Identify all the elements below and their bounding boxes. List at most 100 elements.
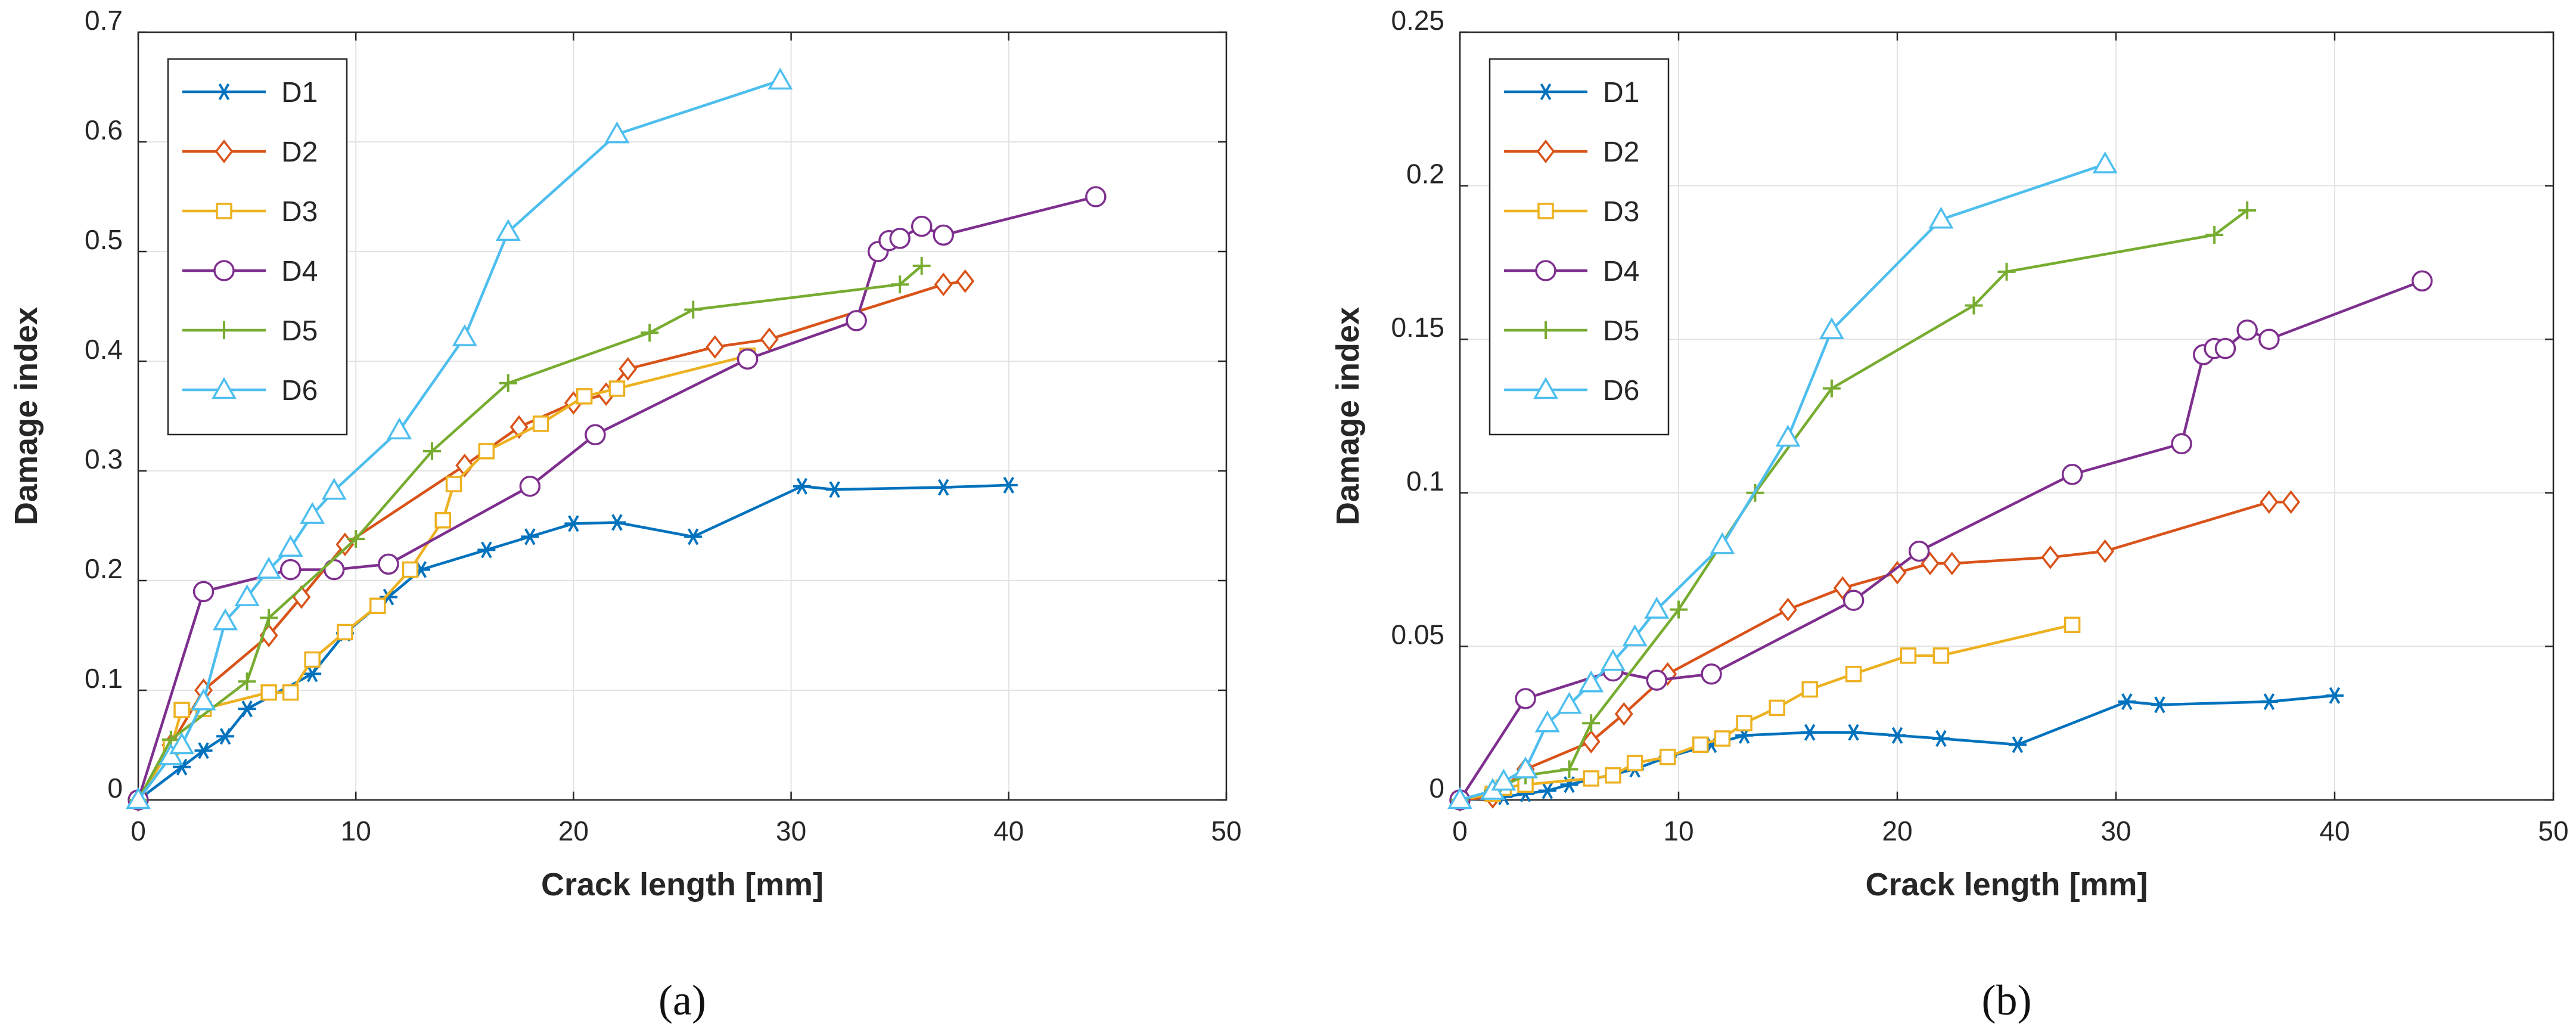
panel-b-series-d1-point <box>1538 782 1556 799</box>
panel-a-series-d3-point <box>173 702 190 718</box>
panel-b-series-d2-point <box>2260 490 2279 514</box>
panel-a-series-d5 <box>129 256 931 809</box>
panel-a-ytick-label: 0.1 <box>85 663 123 694</box>
panel-b-ytick-label: 0 <box>1429 773 1444 804</box>
panel-b-series-d6-point <box>1928 206 1954 229</box>
panel-a-series-d1-point <box>216 728 235 745</box>
panel-a-series-d4-point <box>585 424 606 446</box>
panel-a-legend-entry-d4-label: D4 <box>281 256 318 287</box>
panel-b-series-d4-point <box>1515 688 1536 709</box>
panel-b-series-d3-point <box>1769 699 1785 716</box>
panel-a-series-d1-point <box>999 476 1018 494</box>
panel-a-series-d6-point <box>767 67 793 90</box>
panel-b-series-d1-point <box>1844 724 1863 741</box>
panel-b-series-d6-point <box>1513 756 1539 778</box>
panel-b-series-d1 <box>1451 687 2344 809</box>
panel-b-series-d4-point <box>1701 663 1722 685</box>
panel-a-legend-entry-d1-marker <box>215 83 233 101</box>
panel-a-xtick-label: 0 <box>130 815 146 846</box>
panel-b-series-d1-point <box>2151 696 2169 714</box>
panel-b-ytick-label: 0.05 <box>1391 619 1444 650</box>
panel-b-series-d5-point <box>1582 714 1601 733</box>
panel-b-series-d1-point-stroke <box>2329 687 2341 704</box>
panel-a-series-d1-point <box>303 665 322 683</box>
panel-a-yaxis-label: Damage index <box>8 307 44 525</box>
panel-b-series-d3-point <box>1932 647 1950 664</box>
panel-b-legend-entry-d1-marker <box>1537 83 1555 101</box>
panel-a-series-d3-point <box>260 684 277 701</box>
panel-b-xtick-label: 40 <box>2319 815 2350 846</box>
panel-a-series-d1-point-stroke <box>219 728 231 745</box>
panel-a-legend-entry-d3-label: D3 <box>281 196 318 228</box>
panel-b-legend-entry-d2-label: D2 <box>1603 137 1639 168</box>
panel-b-legend-entry-d2: D2 <box>1504 137 1639 168</box>
panel-a-series-d6-point <box>300 502 325 524</box>
panel-b-legend-entry-d6: D6 <box>1504 375 1639 407</box>
panel-b-series-d1-point-stroke <box>2263 693 2275 711</box>
panel-a-series-d6-point <box>191 688 216 711</box>
panel-a-xtick-label: 50 <box>1211 815 1241 846</box>
panel-b-series-d1-point <box>1801 724 1819 741</box>
panel-a-series-d1-point <box>793 477 811 495</box>
panel-b-legend-entry-d6-label: D6 <box>1603 375 1639 407</box>
panel-b-xaxis-label: Crack length [mm] <box>1865 867 2148 902</box>
panel-b-series-d1-point <box>2260 693 2278 711</box>
panel-a-series-d2-point <box>956 269 975 293</box>
panel-b-series-d3-point <box>1583 770 1599 787</box>
panel-b-series-d2-point <box>1614 702 1633 726</box>
panel-b-series-d5-point <box>1822 379 1841 398</box>
panel-a-xtick-label: 30 <box>776 815 806 846</box>
panel-a-legend-entry-d2-label: D2 <box>281 137 318 168</box>
panel-b-legend: D1 D2 D3 D4 D5 D6 <box>1489 58 1670 436</box>
panel-a-series-d6-point <box>169 732 195 755</box>
panel-b-legend-entry-d3: D3 <box>1504 196 1639 228</box>
panel-a-series-d5-point <box>499 374 517 392</box>
panel-b-series-d3-point <box>1801 681 1818 698</box>
panel-b-series-d6-point <box>1578 670 1604 693</box>
panel-a-series-d5-point <box>912 256 931 275</box>
panel-b-legend-entry-d4: D4 <box>1504 256 1639 287</box>
panel-b-caption: (b) <box>1982 976 2032 1024</box>
panel-b-ytick-label: 0.2 <box>1406 159 1444 190</box>
panel-a-series-d1-point-stroke <box>306 665 318 683</box>
panel-b-series-d5-point <box>1560 760 1578 778</box>
panel-a-series-d4-point <box>519 476 541 497</box>
panel-a-series-d1-point-stroke <box>176 758 188 776</box>
panel-b-series-d2-point <box>1943 551 1962 576</box>
panel-a-axes-box <box>137 31 1228 801</box>
panel-b-legend-entry-d1-marker-stroke <box>1540 83 1552 101</box>
panel-b-series-d2-point <box>2282 490 2301 514</box>
panel-a-ytick-label: 0.4 <box>85 334 123 365</box>
panel-b-series-d5-point <box>1670 600 1688 619</box>
panel-a-series-d1-point-stroke <box>241 700 253 718</box>
panel-a-series-d1-point <box>477 541 496 559</box>
panel-a-series-d4 <box>128 186 1107 811</box>
panel-b-series-d5-point <box>2205 226 2224 244</box>
panel-b-yaxis-label: Damage index <box>1330 307 1366 525</box>
panel-b-legend-entry-d5-label: D5 <box>1603 315 1639 347</box>
panel-a-series-d1-point <box>521 528 539 545</box>
panel-a-series-d6-point <box>278 535 303 557</box>
panel-a-series-d5-point <box>891 275 909 294</box>
panel-b-series-d4-point <box>2258 328 2280 350</box>
panel-b-series-d1-point-stroke <box>1804 724 1816 741</box>
panel-b-series-d1-point-stroke <box>2121 693 2133 711</box>
panel-a-series-d4-point <box>279 559 302 581</box>
panel-b-series-d2-point <box>2041 545 2060 569</box>
panel-a-series-d2-point <box>706 335 725 359</box>
panel-b-xtick-label: 50 <box>2538 815 2568 846</box>
panel-a-series-d1-point <box>934 479 953 496</box>
panel-a-series-d2-point <box>760 327 779 352</box>
panel-b-series-d3-point <box>1845 666 1862 683</box>
panel-b-series-d1-point <box>1888 727 1906 744</box>
panel-b-series-d1-point <box>2326 687 2344 704</box>
panel-b-legend-entry-d3-label: D3 <box>1603 196 1639 228</box>
panel-b-series-d3-point <box>1692 736 1709 753</box>
panel-b-ytick-label: 0.15 <box>1391 312 1444 343</box>
panel-a-ytick-label: 0 <box>107 773 123 804</box>
panel-b-series-d6-point <box>1710 532 1735 554</box>
panel-a-legend-entry-d4: D4 <box>182 256 318 287</box>
panel-b-series-d1-point-stroke <box>1935 730 1947 747</box>
panel-b-axes-box <box>1459 31 2555 801</box>
panel-a-series-d6-point <box>213 608 238 631</box>
